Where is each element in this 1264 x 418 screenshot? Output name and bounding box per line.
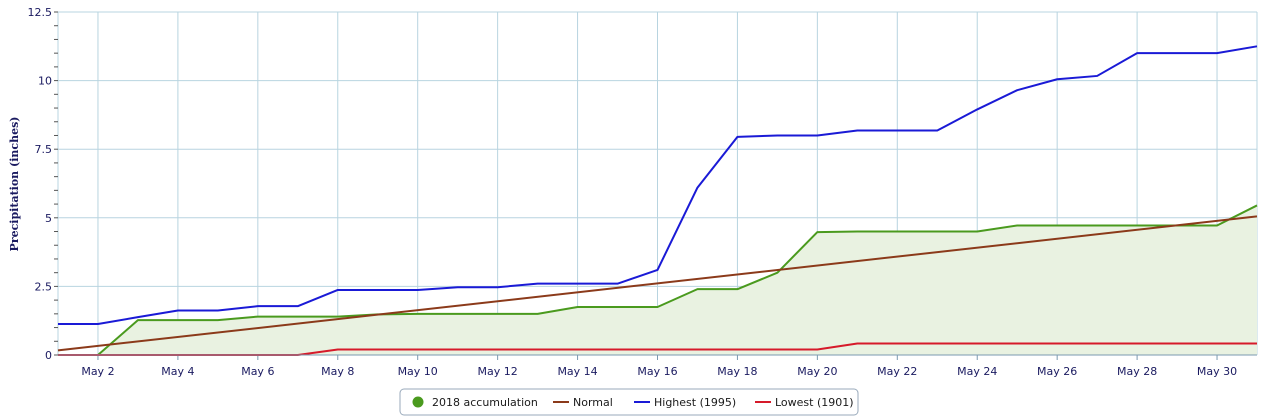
legend-label: 2018 accumulation <box>432 396 538 409</box>
x-tick-label: May 12 <box>478 365 518 378</box>
x-tick-label: May 6 <box>241 365 274 378</box>
x-tick-label: May 8 <box>321 365 354 378</box>
x-tick-label: May 24 <box>957 365 997 378</box>
legend-label: Lowest (1901) <box>775 396 854 409</box>
y-tick-labels: 0 2.5 5 7.5 10 12.5 <box>28 6 53 362</box>
x-tick-label: May 28 <box>1117 365 1157 378</box>
legend-item-3[interactable]: Lowest (1901) <box>755 396 854 409</box>
x-tick-label: May 22 <box>877 365 917 378</box>
y-axis-title: Precipitation (inches) <box>8 117 21 252</box>
legend-label: Highest (1995) <box>654 396 736 409</box>
legend-label: Normal <box>573 396 613 409</box>
x-tick-label: May 10 <box>398 365 438 378</box>
series-line-2[interactable] <box>58 45 1258 325</box>
y-tick-label: 5 <box>45 212 52 225</box>
x-tick-label: May 2 <box>81 365 114 378</box>
legend-box <box>399 388 859 416</box>
y-tick-label: 2.5 <box>35 280 53 293</box>
y-tick-label: 0 <box>45 349 52 362</box>
x-tick-label: May 30 <box>1197 365 1237 378</box>
series-area-0 <box>97 205 1257 355</box>
x-tick-labels: May 2 May 4 May 6 May 8 May 10 May 12 May 14 Ma… <box>81 365 1237 378</box>
x-tick-label: May 4 <box>161 365 194 378</box>
series-line-1[interactable] <box>57 215 1258 352</box>
x-tick-label: May 14 <box>557 365 597 378</box>
series-line-0[interactable] <box>97 204 1258 356</box>
y-tick-label: 7.5 <box>35 143 53 156</box>
x-tick-label: May 16 <box>637 365 677 378</box>
legend-item-0[interactable]: 2018 accumulation <box>412 396 538 409</box>
y-tick-label: 10 <box>38 75 52 88</box>
y-tick-label: 12.5 <box>28 6 53 19</box>
x-tick-label: May 18 <box>717 365 757 378</box>
legend-item-1[interactable]: Normal <box>553 396 613 409</box>
legend-item-2[interactable]: Highest (1995) <box>634 396 736 409</box>
x-tick-label: May 26 <box>1037 365 1077 378</box>
legend-marker <box>412 396 424 408</box>
area-fill-layer <box>97 205 1257 355</box>
x-tick-label: May 20 <box>797 365 837 378</box>
legend: 2018 accumulation Normal Highest (1995) Low… <box>399 388 859 416</box>
